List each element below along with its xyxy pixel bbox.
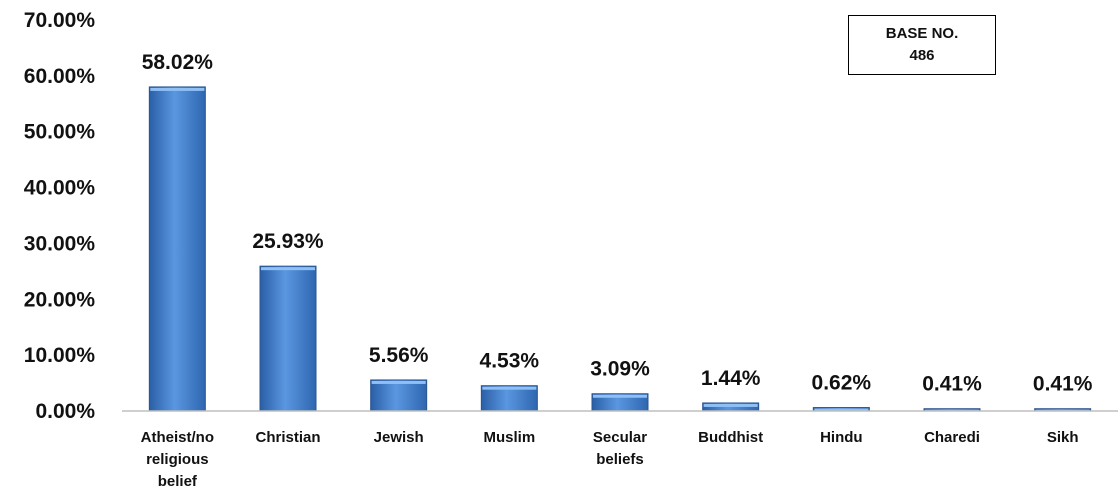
category-label: belief xyxy=(158,473,198,490)
bar-highlight xyxy=(261,267,315,271)
base-number-box: BASE NO. 486 xyxy=(848,15,996,75)
data-label: 4.53% xyxy=(480,350,540,373)
bar xyxy=(148,86,206,412)
bar xyxy=(259,265,317,412)
category-label: Atheist/no xyxy=(141,429,214,446)
category-label: beliefs xyxy=(596,451,644,468)
y-axis-ticks: 0.00% 10.00% 20.00% 30.00% 40.00% 50.00% 60.00… xyxy=(24,9,96,423)
category-label: Christian xyxy=(255,429,320,446)
category-label: Charedi xyxy=(924,429,980,446)
bar-highlight xyxy=(371,380,426,384)
bar xyxy=(480,385,538,412)
category-label: Muslim xyxy=(483,429,535,446)
data-labels: 58.02% 25.93% 5.56% 4.53% 3.09% 1.44% 0.62% 0.4… xyxy=(142,51,1093,396)
category-labels: Atheist/no religious belief Christian Jewish… xyxy=(141,429,1079,490)
data-label: 0.41% xyxy=(1033,373,1093,396)
category-label: religious xyxy=(146,451,209,468)
y-tick-label: 0.00% xyxy=(35,400,95,423)
bar-highlight xyxy=(703,403,758,407)
category-label: Sikh xyxy=(1047,429,1079,446)
y-tick-label: 70.00% xyxy=(24,9,96,32)
data-label: 58.02% xyxy=(142,51,214,74)
data-label: 0.41% xyxy=(922,373,982,396)
category-label: Hindu xyxy=(820,429,863,446)
y-tick-label: 40.00% xyxy=(24,177,96,200)
data-label: 1.44% xyxy=(701,367,761,390)
bar-highlight xyxy=(150,87,205,91)
bar-highlight xyxy=(593,394,647,398)
y-tick-label: 50.00% xyxy=(24,121,96,144)
data-label: 0.62% xyxy=(812,372,872,395)
y-tick-label: 10.00% xyxy=(24,344,96,367)
data-label: 25.93% xyxy=(252,230,324,253)
bar xyxy=(370,379,428,412)
y-tick-label: 30.00% xyxy=(24,232,96,255)
category-label: Jewish xyxy=(374,429,424,446)
data-label: 5.56% xyxy=(369,344,429,367)
bars xyxy=(148,86,1092,412)
bar-highlight xyxy=(482,386,537,390)
base-label: BASE NO. xyxy=(885,25,959,42)
bar-highlight xyxy=(814,408,869,411)
data-label: 3.09% xyxy=(590,358,650,381)
y-tick-label: 60.00% xyxy=(24,65,96,88)
base-value: 486 xyxy=(909,47,935,64)
category-label: Secular xyxy=(593,429,647,446)
category-label: Buddhist xyxy=(698,429,763,446)
y-tick-label: 20.00% xyxy=(24,288,96,311)
